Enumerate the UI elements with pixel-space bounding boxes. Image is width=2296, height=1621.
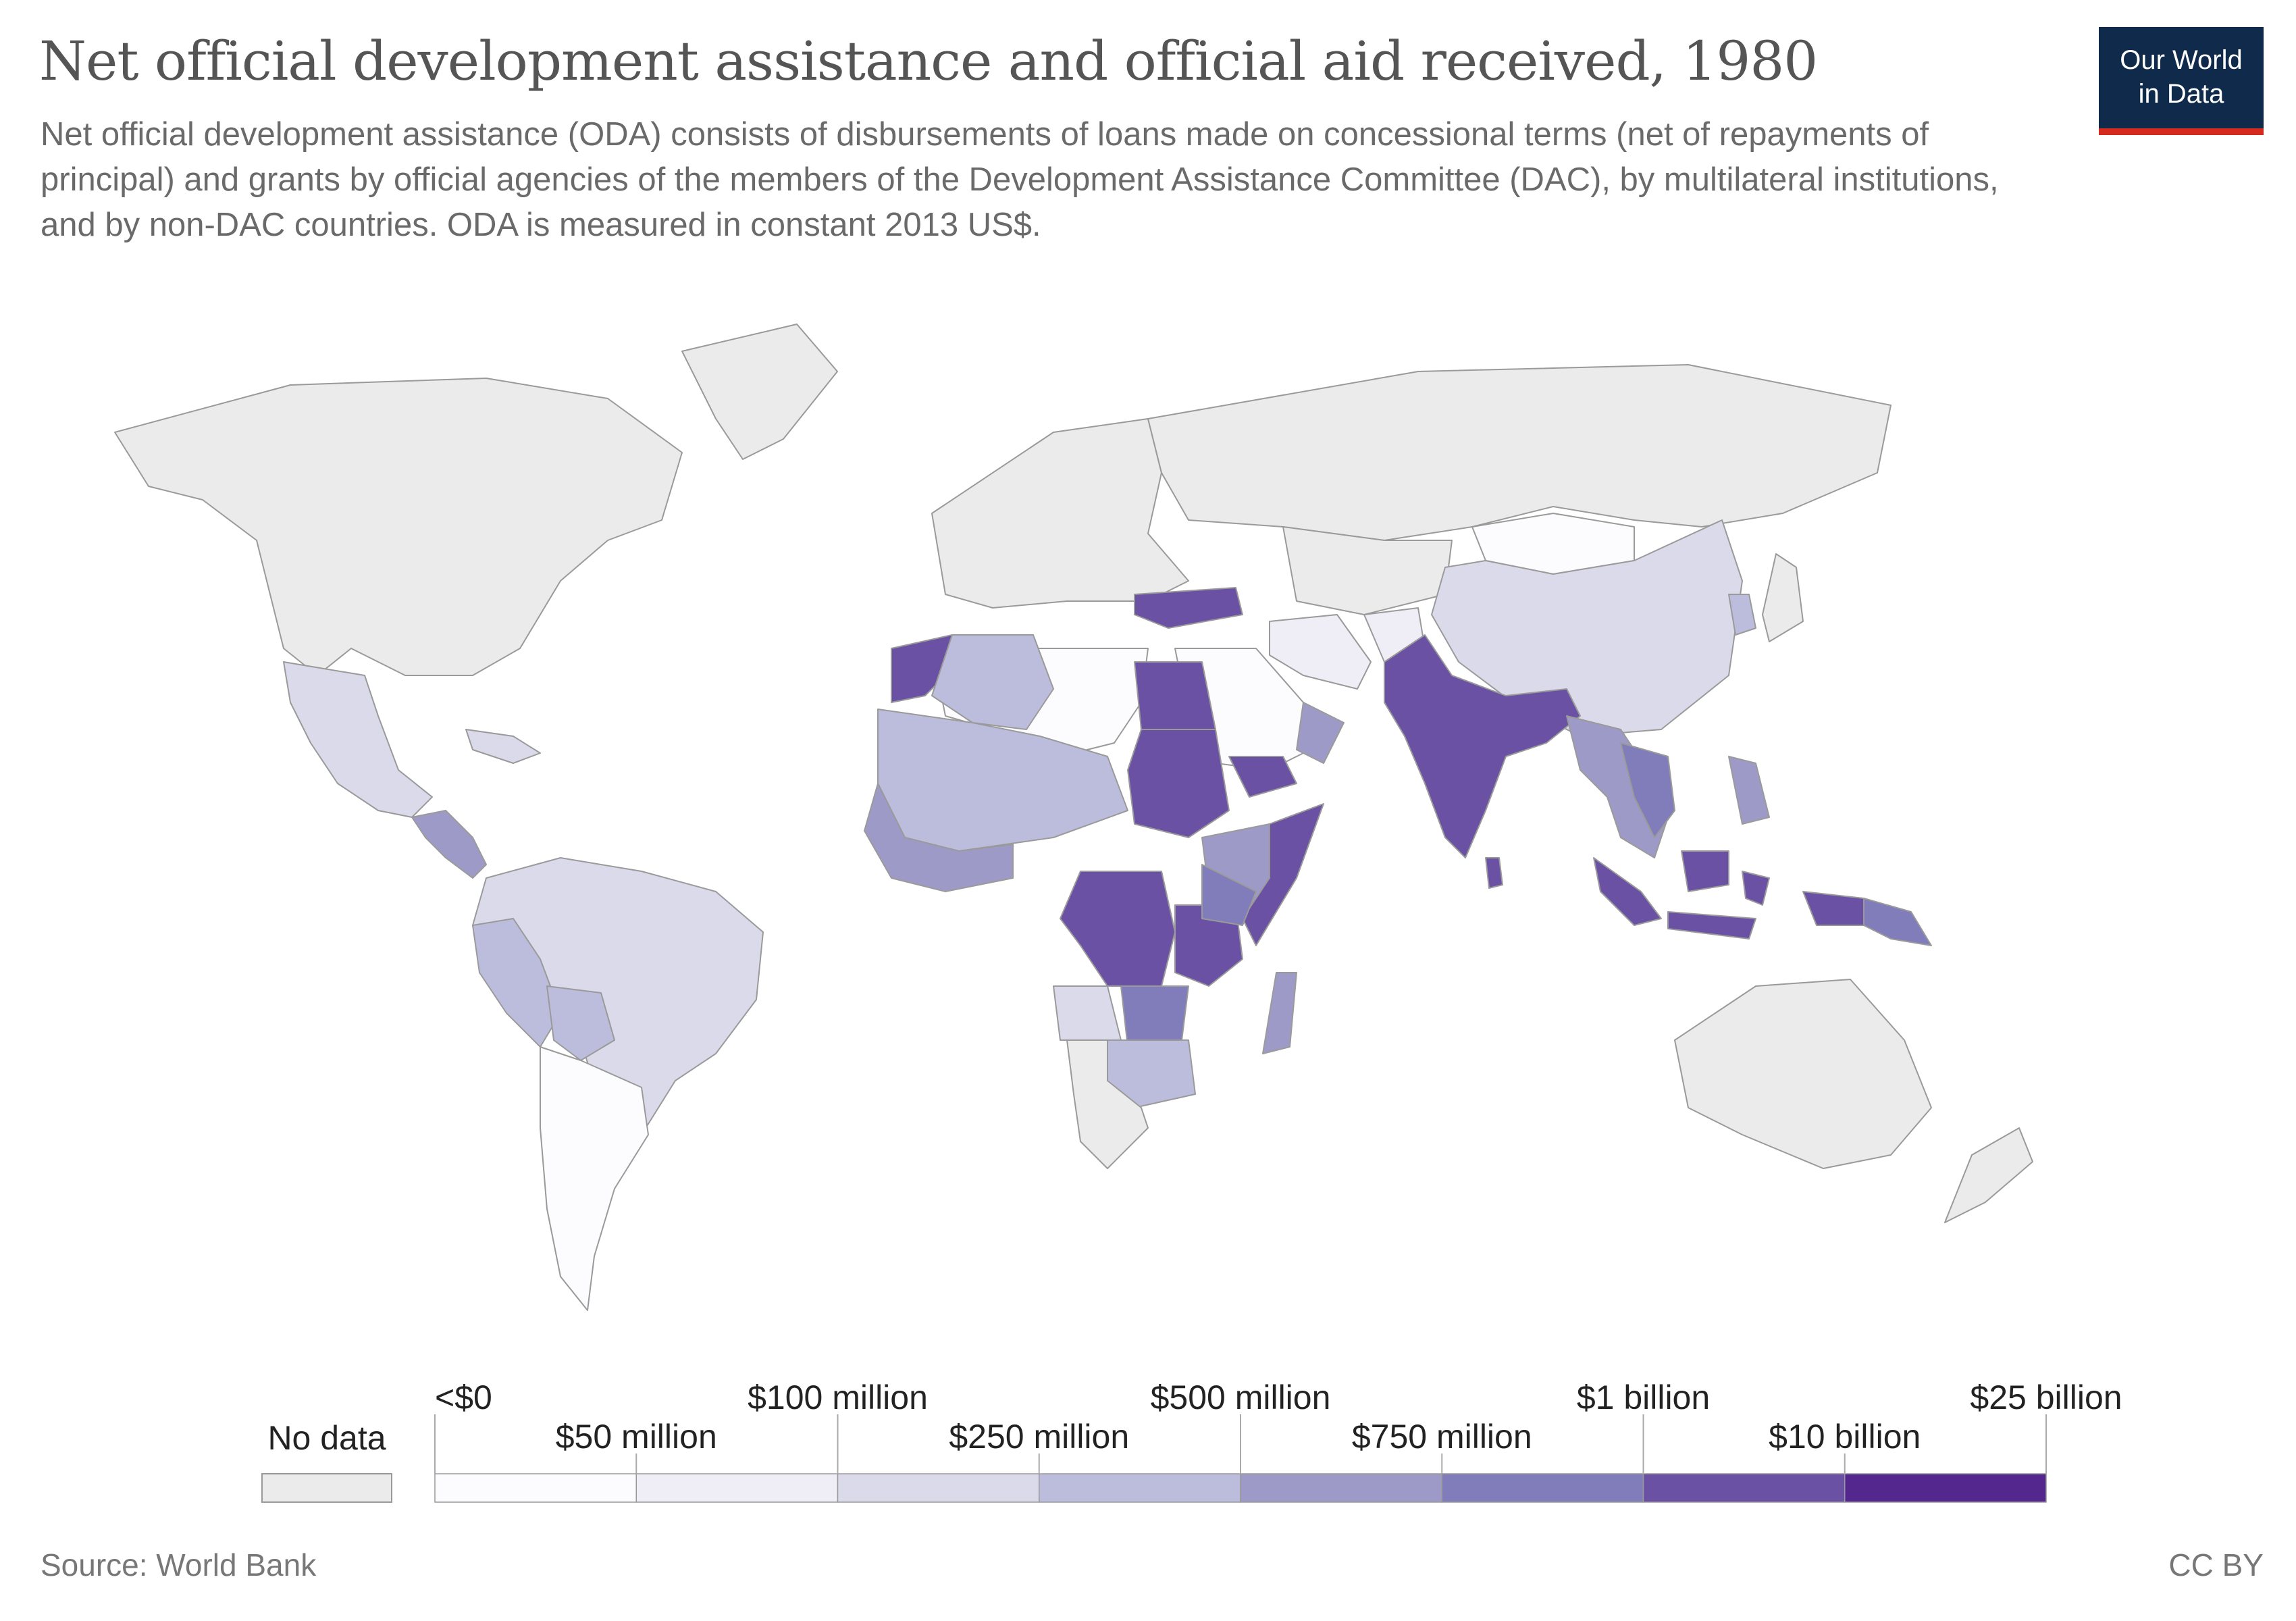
region-russia[interactable]: [1147, 364, 1891, 541]
country-oman[interactable]: [1296, 702, 1345, 764]
legend-swatch: [635, 1473, 839, 1503]
legend-bin-label: $250 million: [949, 1418, 1129, 1456]
legend-bin-label: $100 million: [748, 1379, 928, 1416]
country-papua-new-guinea[interactable]: [1863, 898, 1932, 946]
country-turkey[interactable]: [1134, 587, 1243, 629]
legend-bin-label: <$0: [435, 1379, 492, 1416]
color-legend: No data <$0 $50 million $100 million $250 m…: [261, 1379, 2122, 1503]
region-southern-africa-north[interactable]: [1053, 985, 1122, 1041]
legend-swatch: [1844, 1473, 2047, 1503]
country-korea[interactable]: [1728, 594, 1756, 636]
legend-swatch: [1039, 1473, 1241, 1503]
region-indochina[interactable]: [1620, 742, 1675, 838]
country-madagascar[interactable]: [1262, 972, 1297, 1054]
region-central-asia[interactable]: [1282, 526, 1453, 615]
country-new-zealand[interactable]: [1944, 1127, 2033, 1223]
country-mexico[interactable]: [283, 661, 433, 818]
source-note: Source: World Bank: [41, 1547, 317, 1583]
region-greenland[interactable]: [681, 324, 838, 460]
legend-bin-label: $1 billion: [1577, 1379, 1710, 1416]
country-australia[interactable]: [1674, 979, 1932, 1169]
legend-no-data-swatch: [261, 1473, 392, 1503]
country-algeria[interactable]: [931, 634, 1054, 730]
legend-swatch: [434, 1473, 637, 1503]
country-sri-lanka[interactable]: [1485, 857, 1503, 889]
license-link[interactable]: CC BY: [2168, 1547, 2264, 1583]
legend-no-data-label: No data: [267, 1419, 386, 1457]
legend-swatch: [1240, 1473, 1442, 1503]
region-caribbean[interactable]: [465, 729, 541, 764]
chart-subtitle: Net official development assistance (ODA…: [41, 116, 1999, 243]
legend-bin-label: $50 million: [556, 1418, 717, 1456]
country-iran[interactable]: [1269, 614, 1372, 690]
country-china[interactable]: [1431, 519, 1743, 737]
legend-swatch: [837, 1473, 1040, 1503]
country-south-africa[interactable]: [1066, 1039, 1149, 1169]
region-europe[interactable]: [931, 418, 1189, 609]
chart-title: Net official development assistance and …: [39, 30, 1818, 93]
world-map[interactable]: [0, 297, 2296, 1364]
legend-bins: <$0 $50 million $100 million $250 million $5…: [434, 1379, 2122, 1503]
country-indonesia[interactable]: [1593, 850, 1864, 940]
country-kenya[interactable]: [1201, 864, 1257, 926]
region-southern-africa-mid[interactable]: [1120, 985, 1189, 1048]
region-north-america[interactable]: [114, 378, 683, 676]
legend-bin-label: $500 million: [1151, 1379, 1331, 1416]
country-bolivia[interactable]: [546, 985, 615, 1061]
logo-line-1: Our World: [2120, 45, 2243, 75]
legend-swatch: [1642, 1473, 1846, 1503]
country-egypt[interactable]: [1134, 661, 1216, 730]
owid-logo[interactable]: Our World in Data: [2099, 27, 2264, 135]
country-philippines[interactable]: [1728, 756, 1770, 825]
legend-bin-label: $10 billion: [1769, 1418, 1921, 1456]
region-mainland-southeast-asia[interactable]: [1566, 715, 1669, 858]
region-southern-cone[interactable]: [540, 1046, 649, 1311]
country-yemen[interactable]: [1228, 756, 1297, 798]
country-sudan[interactable]: [1127, 729, 1230, 838]
country-somalia[interactable]: [1242, 803, 1324, 946]
region-west-africa[interactable]: [864, 783, 1014, 892]
region-south-asia[interactable]: [1384, 634, 1581, 858]
logo-line-2: in Data: [2138, 79, 2224, 109]
legend-bin-label: $750 million: [1352, 1418, 1532, 1456]
legend-swatch: [1441, 1473, 1644, 1503]
legend-bin-label: $25 billion: [1970, 1379, 2122, 1416]
region-central-america[interactable]: [411, 810, 487, 879]
country-japan[interactable]: [1762, 553, 1804, 642]
country-dr-congo[interactable]: [1060, 871, 1176, 987]
country-peru[interactable]: [472, 918, 561, 1048]
